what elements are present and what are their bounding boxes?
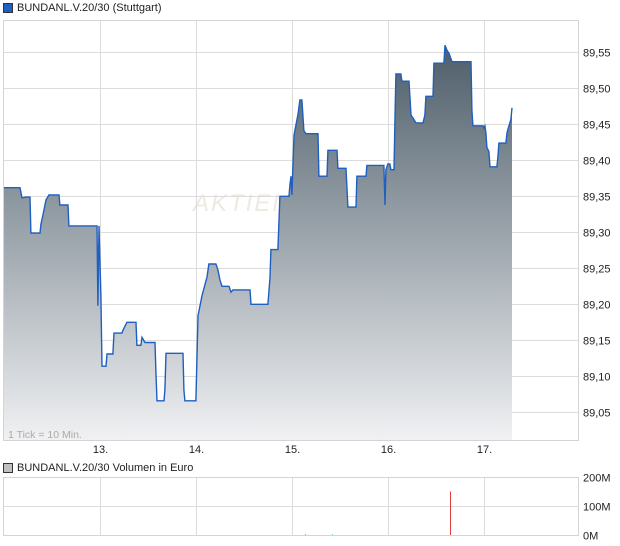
price-area-fill	[3, 45, 512, 440]
y-tick-label: 89,30	[583, 228, 611, 240]
x-tick-label: 13.	[93, 444, 108, 456]
volume-plot-frame	[3, 477, 579, 536]
volume-y-tick-label: 0M	[583, 531, 598, 543]
price-legend-swatch	[3, 3, 13, 13]
volume-y-tick-label: 200M	[583, 473, 611, 485]
x-tick-label: 14.	[189, 444, 204, 456]
volume-legend-label: BUNDANL.V.20/30 Volumen in Euro	[17, 462, 194, 474]
tick-note: 1 Tick = 10 Min.	[8, 429, 82, 441]
price-line	[3, 44, 513, 402]
y-tick-label: 89,55	[583, 48, 611, 60]
volume-y-tick-label: 100M	[583, 502, 611, 514]
y-tick-label: 89,10	[583, 372, 611, 384]
y-tick-label: 89,45	[583, 120, 611, 132]
price-plot-frame	[3, 20, 579, 441]
y-tick-label: 89,05	[583, 408, 611, 420]
volume-legend-swatch	[3, 463, 13, 473]
x-tick-label: 16.	[381, 444, 396, 456]
volume-legend: BUNDANL.V.20/30 Volumen in Euro	[3, 462, 193, 474]
x-tick-label: 17.	[477, 444, 492, 456]
x-tick-label: 15.	[285, 444, 300, 456]
y-tick-label: 89,50	[583, 84, 611, 96]
y-tick-label: 89,40	[583, 156, 611, 168]
y-tick-label: 89,20	[583, 300, 611, 312]
y-tick-label: 89,35	[583, 192, 611, 204]
y-tick-label: 89,15	[583, 336, 611, 348]
price-legend-label: BUNDANL.V.20/30 (Stuttgart)	[17, 2, 162, 14]
price-legend: BUNDANL.V.20/30 (Stuttgart)	[3, 2, 162, 14]
y-tick-label: 89,25	[583, 264, 611, 276]
aktien-watermark-logo: AKTIEN	[193, 190, 292, 217]
